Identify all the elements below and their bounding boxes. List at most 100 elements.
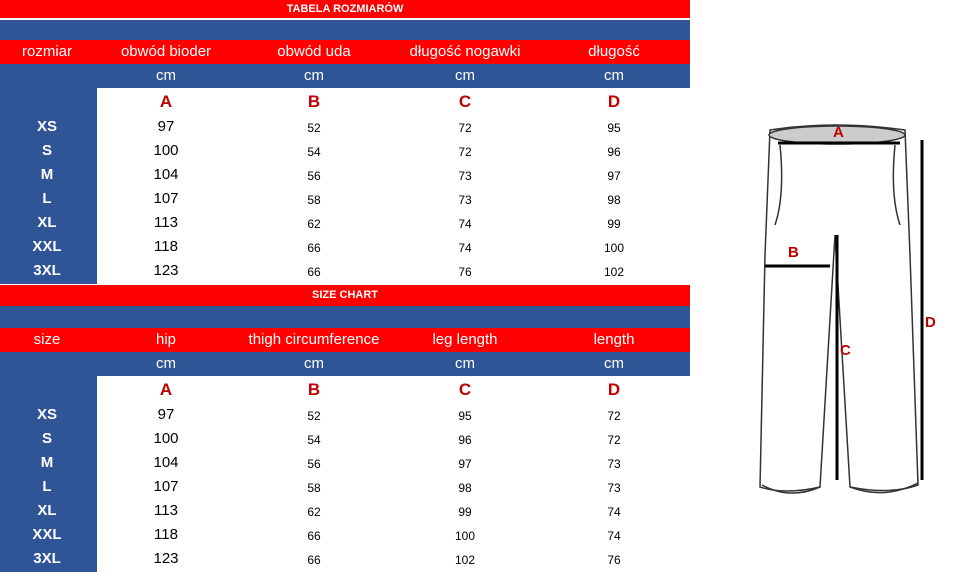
measurement-letter: A: [159, 92, 173, 111]
cell-value: 66: [307, 529, 321, 543]
column-header: leg length: [432, 331, 498, 348]
cell-value: 74: [607, 505, 621, 519]
spacer-bar: [0, 20, 690, 40]
size-label: XXL: [32, 238, 62, 255]
cell-value: 52: [307, 121, 321, 135]
cell-value: 54: [307, 145, 321, 159]
column-header: rozmiar: [21, 43, 73, 60]
cell-value: 118: [154, 238, 178, 255]
cell-value: 113: [154, 214, 178, 231]
measurement-letter: C: [458, 380, 472, 399]
column-header: size: [33, 331, 61, 348]
size-label: XS: [36, 118, 58, 135]
column-header: length: [593, 331, 635, 348]
cell-value: 107: [153, 478, 179, 495]
cell-value: 56: [307, 457, 321, 471]
cell-value: 95: [607, 121, 621, 135]
diagram-label-c: C: [840, 342, 851, 359]
unit-label: cm: [156, 67, 176, 84]
size-label: XL: [37, 502, 57, 519]
cell-value: 100: [454, 529, 476, 543]
cell-value: 123: [153, 262, 179, 279]
unit-label: cm: [304, 67, 324, 84]
column-header: długość nogawki: [409, 43, 521, 60]
size-label: S: [41, 142, 53, 159]
cell-value: 107: [153, 190, 179, 207]
cell-value: 73: [458, 193, 472, 207]
size-label: 3XL: [33, 262, 61, 279]
unit-label: cm: [455, 355, 475, 372]
cell-value: 76: [458, 265, 472, 279]
cell-value: 97: [607, 169, 621, 183]
cell-value: 97: [157, 118, 175, 135]
cell-value: 66: [307, 265, 321, 279]
measurement-letter: A: [159, 380, 173, 399]
cell-value: 58: [307, 193, 321, 207]
cell-value: 62: [307, 217, 321, 231]
measurement-letter: D: [607, 380, 621, 399]
cell-value: 73: [607, 457, 621, 471]
cell-value: 97: [458, 457, 472, 471]
cell-value: 100: [603, 241, 625, 255]
size-label: XXL: [32, 526, 62, 543]
diagram-label-d: D: [925, 314, 936, 331]
unit-label: cm: [604, 355, 624, 372]
cell-value: 72: [458, 121, 472, 135]
size-column: [0, 376, 97, 572]
column-header: hip: [155, 331, 177, 348]
cell-value: 72: [458, 145, 472, 159]
size-label: S: [41, 430, 53, 447]
unit-bar: [0, 64, 690, 88]
cell-value: 123: [153, 550, 179, 567]
cell-value: 73: [607, 481, 621, 495]
cell-value: 56: [307, 169, 321, 183]
cell-value: 74: [458, 241, 472, 255]
measurement-letter: C: [458, 92, 472, 111]
cell-value: 99: [458, 505, 472, 519]
diagram-label-b: B: [788, 244, 799, 261]
cell-value: 102: [454, 553, 476, 567]
size-label: M: [40, 454, 54, 471]
cell-value: 104: [153, 166, 179, 183]
column-header: thigh circumference: [248, 331, 380, 348]
cell-value: 72: [607, 433, 621, 447]
cell-value: 102: [603, 265, 625, 279]
cell-value: 104: [153, 454, 179, 471]
size-label: L: [42, 190, 52, 207]
size-chart-pl: TABELA ROZMIARÓW rozmiar obwód bioder obwód…: [0, 0, 690, 290]
size-label: 3XL: [33, 550, 61, 567]
header-bar: [0, 40, 690, 64]
size-label: M: [40, 166, 54, 183]
diagram-label-a: A: [833, 124, 844, 141]
cell-value: 95: [458, 409, 472, 423]
measurement-letter: D: [607, 92, 621, 111]
cell-value: 96: [607, 145, 621, 159]
unit-bar: [0, 352, 690, 376]
cell-value: 58: [307, 481, 321, 495]
cell-value: 66: [307, 241, 321, 255]
measurement-letter: B: [307, 92, 321, 111]
column-header: długość: [588, 43, 640, 60]
size-chart-en: SIZE CHART size hip thigh circumference leg …: [0, 285, 690, 575]
unit-label: cm: [304, 355, 324, 372]
cell-value: 76: [607, 553, 621, 567]
cell-value: 54: [307, 433, 321, 447]
header-bar: [0, 328, 690, 352]
cell-value: 66: [307, 553, 321, 567]
cell-value: 97: [157, 406, 175, 423]
cell-value: 74: [458, 217, 472, 231]
cell-value: 74: [607, 529, 621, 543]
size-label: XS: [36, 406, 58, 423]
cell-value: 113: [154, 502, 178, 519]
cell-value: 72: [607, 409, 621, 423]
unit-label: cm: [156, 355, 176, 372]
size-label: L: [42, 478, 52, 495]
cell-value: 98: [458, 481, 472, 495]
cell-value: 100: [153, 142, 179, 159]
size-label: XL: [37, 214, 57, 231]
table-title: TABELA ROZMIARÓW: [0, 0, 690, 18]
cell-value: 100: [153, 430, 179, 447]
table-title: SIZE CHART: [0, 285, 690, 306]
cell-value: 98: [607, 193, 621, 207]
measurement-letter: B: [307, 380, 321, 399]
